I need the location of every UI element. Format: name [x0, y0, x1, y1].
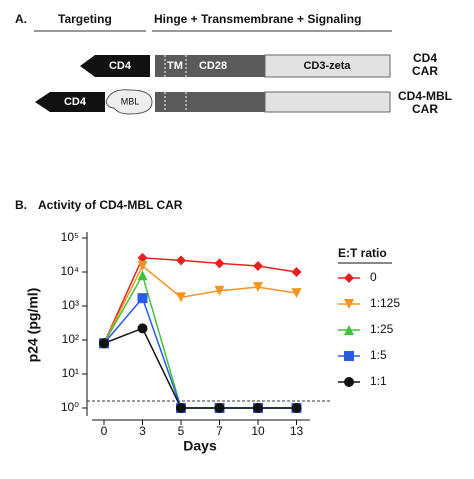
marker — [344, 325, 354, 335]
cd4-domain — [35, 92, 105, 112]
segment-label: CD28 — [199, 60, 227, 72]
x-tick-label: 0 — [101, 424, 108, 438]
legend-label: 1:125 — [370, 296, 400, 310]
marker — [291, 267, 302, 277]
series-line — [103, 327, 297, 409]
marker — [214, 258, 225, 269]
marker — [344, 299, 354, 309]
marker — [253, 403, 263, 413]
marker — [176, 255, 186, 266]
marker — [214, 285, 225, 296]
x-axis-label: Days — [183, 438, 217, 454]
mbl-domain — [105, 89, 153, 115]
marker — [137, 293, 148, 304]
construct-name: CD4-MBL — [398, 89, 452, 103]
y-tick-label: 10⁵ — [61, 230, 79, 244]
marker — [137, 252, 148, 263]
header: Hinge + Transmembrane + Signaling — [154, 12, 361, 26]
x-tick-label: 3 — [139, 424, 146, 438]
tm-cd28 — [155, 92, 265, 112]
marker — [291, 288, 302, 299]
construct-name: CAR — [412, 64, 438, 78]
y-tick-label: 10³ — [62, 298, 79, 312]
y-axis-label: p24 (pg/ml) — [25, 288, 41, 363]
header: Targeting — [58, 12, 112, 26]
y-tick-label: 10⁴ — [60, 264, 79, 278]
panel-label: A. — [15, 12, 27, 26]
marker — [99, 338, 109, 349]
legend-label: 1:5 — [370, 348, 387, 362]
segment-label: CD3-zeta — [303, 60, 351, 72]
marker — [176, 403, 186, 413]
marker — [137, 270, 148, 281]
marker — [176, 292, 186, 303]
marker — [137, 261, 148, 272]
construct-name: CD4 — [413, 51, 437, 65]
cd4-domain — [80, 55, 150, 77]
tm-cd28 — [155, 55, 265, 77]
legend-label: 1:1 — [370, 374, 387, 388]
segment-label: CD4 — [109, 60, 132, 72]
segment-label: MBL — [121, 96, 140, 106]
x-tick-label: 7 — [216, 424, 223, 438]
y-tick-label: 10⁰ — [61, 400, 79, 414]
cd3-zeta — [264, 54, 391, 78]
x-tick-label: 10 — [251, 424, 265, 438]
chart-title: Activity of CD4-MBL CAR — [38, 198, 183, 212]
panel-label: B. — [15, 198, 27, 212]
marker — [253, 282, 263, 293]
legend-label: 0 — [370, 270, 377, 284]
marker — [344, 377, 354, 387]
y-tick-label: 10¹ — [62, 366, 79, 380]
series-line — [103, 264, 297, 344]
series-line — [103, 257, 297, 344]
cd3-zeta — [264, 91, 391, 113]
x-tick-label: 13 — [290, 424, 304, 438]
segment-label: CD4 — [64, 96, 87, 108]
marker — [214, 403, 225, 413]
marker — [291, 403, 302, 413]
segment-label: TM — [167, 60, 183, 72]
x-tick-label: 5 — [178, 424, 185, 438]
marker — [344, 351, 354, 361]
marker — [344, 273, 354, 283]
marker — [137, 323, 148, 334]
marker — [253, 261, 263, 272]
y-tick-label: 10² — [62, 332, 79, 346]
construct-name: CAR — [412, 102, 438, 116]
legend-title: E:T ratio — [338, 246, 387, 260]
legend-label: 1:25 — [370, 322, 394, 336]
